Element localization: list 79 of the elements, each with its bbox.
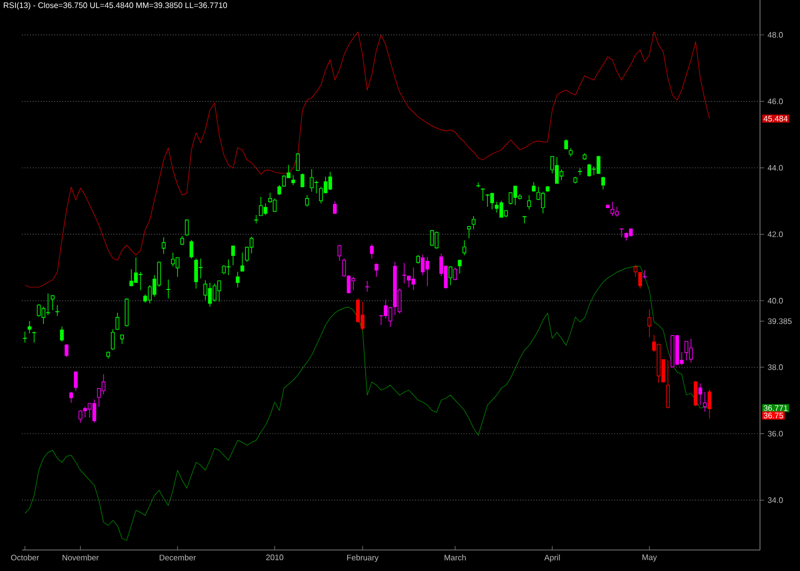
- candlestick: [32, 331, 37, 343]
- y-tick-label: 38.0: [768, 364, 783, 370]
- y-tick-label: 44.0: [768, 164, 783, 171]
- candlestick: [69, 391, 74, 404]
- candlestick: [564, 138, 568, 150]
- candlestick: [190, 240, 194, 259]
- candlestick: [703, 391, 707, 412]
- candlestick: [374, 263, 378, 278]
- y-tick-label: 40.0: [768, 298, 783, 304]
- x-tick-label: November: [62, 554, 99, 560]
- x-tick-label: 2010: [266, 554, 284, 560]
- candlestick: [332, 200, 337, 214]
- candlestick: [50, 294, 55, 310]
- candlestick: [634, 264, 638, 278]
- candlestick: [666, 360, 670, 409]
- candlestick: [342, 258, 346, 278]
- candlestick: [92, 399, 96, 424]
- candlestick: [64, 344, 68, 358]
- candlestick: [648, 309, 652, 338]
- candlestick: [494, 201, 499, 214]
- candlestick: [601, 176, 606, 190]
- x-tick-label: December: [160, 554, 196, 560]
- candlestick: [458, 260, 462, 274]
- candlestick: [305, 194, 309, 208]
- y-tick-label: 42.0: [768, 231, 783, 238]
- candlestick: [698, 383, 702, 406]
- candlestick: [388, 306, 392, 328]
- candlestick: [277, 184, 282, 196]
- candlestick: [708, 389, 712, 419]
- y-tick-label: 46.0: [768, 98, 783, 104]
- candlestick: [485, 194, 490, 208]
- candlestick: [314, 180, 319, 194]
- candlestick: [527, 194, 531, 210]
- candlestick: [420, 254, 425, 276]
- candlestick: [338, 244, 342, 262]
- candlestick: [240, 252, 244, 272]
- candlestick: [226, 259, 231, 276]
- candlestick: [480, 188, 486, 202]
- candlestick: [184, 218, 189, 236]
- candlestick: [60, 326, 64, 342]
- candlestick: [296, 152, 300, 171]
- x-tick-label: May: [642, 554, 657, 562]
- candlestick: [694, 380, 698, 406]
- candlestick: [638, 271, 642, 289]
- x-tick-label: March: [444, 554, 466, 560]
- candlestick: [198, 258, 204, 279]
- x-tick-label: February: [347, 554, 379, 562]
- candlestick: [462, 240, 466, 256]
- text: 36.75: [764, 412, 784, 418]
- candlestick: [120, 334, 124, 344]
- candlestick: [74, 372, 78, 392]
- candlestick: [578, 168, 582, 176]
- candlestick: [522, 216, 527, 224]
- candlestick: [110, 328, 115, 350]
- candlestick: [236, 271, 240, 288]
- y-tick-label: 48.0: [768, 32, 783, 38]
- text: 45.484: [764, 116, 788, 122]
- candlestick: [138, 271, 143, 290]
- candlestick: [116, 312, 120, 330]
- candlestick: [22, 331, 28, 343]
- y-tick-label: 34.0: [768, 497, 783, 503]
- x-tick-label: October: [11, 554, 40, 560]
- candlestick: [467, 226, 471, 239]
- candlestick: [346, 274, 351, 294]
- chart-title: RSI(13) - Close=36.750 UL=45.4840 MM=39.3850 LL=36.7710: [4, 2, 228, 10]
- candlestick: [300, 173, 304, 188]
- x-tick-label: April: [544, 554, 560, 562]
- candlestick: [231, 246, 235, 266]
- candlestick: [402, 262, 407, 284]
- y-tick-label: 39.385: [768, 318, 792, 324]
- y-tick-label: 36.0: [768, 430, 783, 437]
- candlestick: [351, 276, 356, 290]
- candlestick: [472, 216, 476, 230]
- candlestick: [166, 279, 171, 299]
- candlestick: [425, 256, 430, 286]
- candlestick: [162, 236, 166, 254]
- candlestick: [28, 320, 32, 334]
- text: 36.771: [764, 405, 788, 411]
- candlestick: [370, 244, 374, 259]
